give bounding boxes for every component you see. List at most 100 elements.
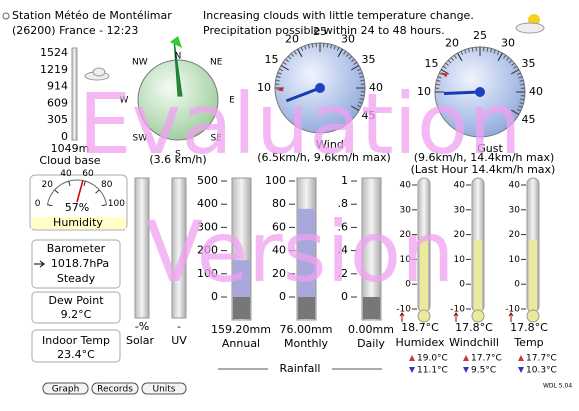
rain-scale-label: .4	[338, 244, 349, 257]
gust-last-hour: (Last Hour 14.4km/h max)	[411, 163, 556, 176]
gauge-tick-minor	[450, 57, 455, 61]
humidity-scale-label: 40	[60, 169, 72, 179]
scale-label: 305	[47, 113, 68, 126]
gauge-tick	[297, 48, 303, 58]
gauge-tick-minor	[519, 79, 524, 82]
high-icon	[463, 355, 469, 361]
thermo-high: 17.7°C	[471, 354, 502, 364]
gauge-label-name: Wind	[316, 138, 344, 151]
gauge-tick-minor	[356, 104, 361, 108]
thermo-scale-label: 0	[459, 280, 465, 290]
gauge-label: 25	[313, 25, 327, 38]
gauge-tick-minor	[287, 55, 292, 60]
button-label[interactable]: Units	[152, 385, 175, 395]
rain-scale-label: 200	[197, 244, 218, 257]
gauge-tick-minor	[445, 62, 449, 67]
gauge-tick-minor	[439, 72, 444, 76]
wind-direction-reading: (3.6 km/h)	[149, 153, 206, 166]
gauge-reading: (9.6km/h, 14.4km/h max)	[414, 151, 555, 164]
thermo-value: 17.8°C	[455, 321, 493, 334]
gauge-tick-minor	[333, 45, 336, 50]
solar-value: -%	[135, 320, 149, 333]
indoor-temp-label: Indoor Temp	[42, 334, 110, 347]
rain-scale-label: 100	[197, 267, 218, 280]
humidity-scale-label: 100	[108, 199, 125, 209]
gauge-tick-minor	[311, 43, 314, 48]
thermo-pointer	[508, 312, 514, 322]
thermo-scale-label: 10	[454, 255, 466, 265]
compass-point: N	[175, 52, 182, 62]
humidity-scale-label: 20	[42, 180, 54, 190]
barometer-trend: Steady	[57, 272, 96, 285]
button-label[interactable]: Records	[97, 385, 133, 395]
gauge-tick-minor	[356, 68, 361, 72]
scale-label: 1219	[40, 63, 68, 76]
gauge-tick-minor	[336, 47, 340, 52]
gauge-needle	[443, 90, 481, 96]
thermo-value: 17.8°C	[510, 321, 548, 334]
gauge-tick-minor	[447, 59, 452, 64]
humidity-arc	[46, 179, 108, 205]
gauge-tick-minor	[330, 44, 333, 49]
cloud-base-value: 1049m	[51, 142, 90, 155]
gauge-label: 45	[521, 113, 535, 126]
gauge-tick-minor	[460, 51, 464, 56]
humidity-needle	[76, 180, 84, 203]
barometer-box	[31, 239, 121, 289]
dew-point-label: Dew Point	[48, 294, 104, 307]
weather-icon	[515, 14, 545, 34]
gauge-tick-minor	[520, 83, 525, 86]
gauge-tick-minor	[508, 59, 513, 64]
gauge-tick	[497, 52, 503, 62]
button[interactable]	[42, 382, 89, 395]
rain-scale-label: 400	[197, 197, 218, 210]
button-label[interactable]: Graph	[52, 385, 80, 395]
gauge-tick	[280, 65, 290, 71]
rain-label: Monthly	[284, 337, 329, 350]
compass-point: E	[229, 96, 235, 106]
gauge-tick-minor	[471, 47, 474, 52]
forecast-line: Increasing clouds with little temperatur…	[203, 9, 474, 22]
compass-point: SE	[210, 134, 222, 144]
compass-point: NW	[132, 57, 148, 67]
barometer-label: Barometer	[47, 242, 106, 255]
button[interactable]	[141, 382, 187, 395]
gauge-hub	[315, 83, 325, 93]
thermo-label: Temp	[513, 336, 543, 349]
gauge-tick-minor	[293, 50, 297, 55]
gauge-tick-minor	[516, 108, 521, 112]
thermo-scale-label: 40	[509, 181, 521, 191]
rain-scale-label: 0	[211, 290, 218, 303]
cloud-icon	[84, 67, 110, 81]
gauge-tick-minor	[276, 75, 281, 78]
gauge-label: 30	[501, 37, 515, 50]
thermo-high: 17.7°C	[526, 354, 557, 364]
gauge-label: 40	[369, 81, 383, 94]
gauge-tick-minor	[511, 62, 515, 67]
thermo-fill	[420, 237, 428, 313]
gauge-tick-minor	[360, 79, 365, 82]
gauge-label: 15	[425, 57, 439, 70]
gauge-reading: (6.5km/h, 9.6km/h max)	[257, 151, 391, 164]
gauge-tick-minor	[520, 98, 525, 101]
humidity-scale-label: 0	[35, 199, 41, 209]
compass-point: SW	[133, 134, 148, 144]
low-icon	[409, 367, 415, 373]
gauge-tick-minor	[496, 51, 500, 56]
gauge-hub	[475, 87, 485, 97]
indoor-temp-value: 23.4°C	[57, 348, 95, 361]
barometer-value: 1018.7hPa	[51, 257, 109, 270]
button[interactable]	[91, 382, 139, 395]
gauge-tick-minor	[358, 72, 363, 75]
gauge-tick-minor	[304, 45, 307, 50]
thermo-scale-label: 10	[509, 255, 521, 265]
gauge-tick-minor	[435, 83, 440, 86]
thermo-label: Humidex	[395, 336, 445, 349]
forecast-line: Precipitation possible within 24 to 48 h…	[203, 24, 445, 37]
humidity-tick	[54, 189, 59, 194]
low-icon	[463, 367, 469, 373]
rain-value: 76.00mm	[280, 323, 333, 336]
version: WDL 5.04	[543, 383, 572, 390]
gauge-label: 20	[285, 33, 299, 46]
